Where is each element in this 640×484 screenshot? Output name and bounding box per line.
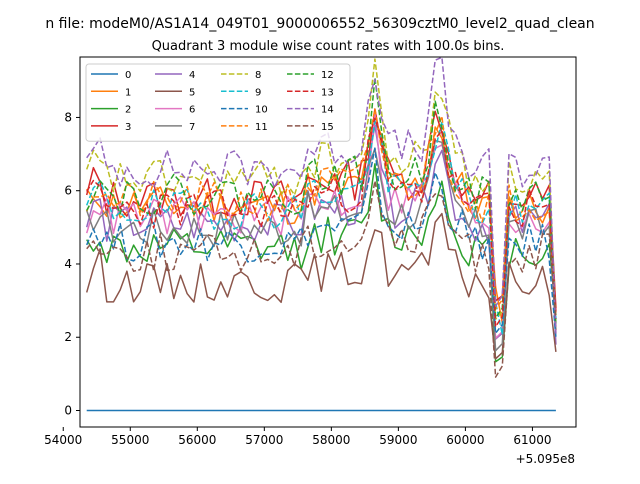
series-line-13: [86, 117, 557, 328]
legend-label-13: 13: [321, 87, 334, 98]
legend-label-8: 8: [255, 70, 261, 81]
x-axis: 54000 55000 56000 57000 58000 59000 60000 61000: [44, 427, 552, 447]
x-tick-label: 60000: [446, 433, 484, 447]
x-tick-label: 54000: [44, 433, 82, 447]
y-tick-label: 4: [64, 257, 72, 271]
series-line-9: [86, 120, 557, 336]
legend-label-6: 6: [189, 105, 195, 116]
y-tick-label: 2: [64, 330, 72, 344]
x-tick-label: 56000: [178, 433, 216, 447]
y-tick-label: 0: [64, 404, 72, 418]
legend-label-0: 0: [125, 70, 131, 81]
chart-title: Quadrant 3 module wise count rates with …: [152, 39, 505, 54]
series-line-10: [86, 147, 557, 338]
legend-label-11: 11: [255, 122, 268, 133]
y-axis: 0 2 4 6 8: [64, 110, 80, 418]
series-line-5: [85, 212, 557, 360]
legend-label-1: 1: [125, 87, 131, 98]
legend-label-15: 15: [321, 122, 334, 133]
series-line-15: [86, 180, 557, 378]
series-line-7: [85, 139, 557, 352]
legend-label-14: 14: [321, 105, 334, 116]
axes-frame: [79, 56, 577, 428]
y-tick-label: 6: [64, 184, 72, 198]
x-tick-label: 57000: [245, 433, 283, 447]
series-layer: [85, 56, 557, 412]
legend-label-9: 9: [255, 87, 261, 98]
x-offset-label: +5.095e8: [516, 452, 575, 466]
series-line-8: [85, 58, 557, 323]
legend-label-12: 12: [321, 70, 334, 81]
axes-border: [79, 56, 577, 428]
legend-label-7: 7: [189, 122, 195, 133]
figure-suptitle: n file: modeM0/AS1A14_049T01_9000006552_…: [45, 16, 594, 32]
legend-label-5: 5: [189, 87, 195, 98]
x-tick-label: 61000: [513, 433, 551, 447]
legend-label-3: 3: [125, 122, 131, 133]
x-tick-label: 59000: [379, 433, 417, 447]
x-tick-label: 55000: [111, 433, 149, 447]
series-line-12: [86, 76, 557, 327]
y-tick-label: 8: [64, 110, 72, 124]
legend-label-2: 2: [125, 105, 131, 116]
x-tick-label: 58000: [312, 433, 350, 447]
legend-label-4: 4: [189, 70, 195, 81]
legend-box: [85, 63, 351, 142]
legend-label-10: 10: [255, 105, 268, 116]
